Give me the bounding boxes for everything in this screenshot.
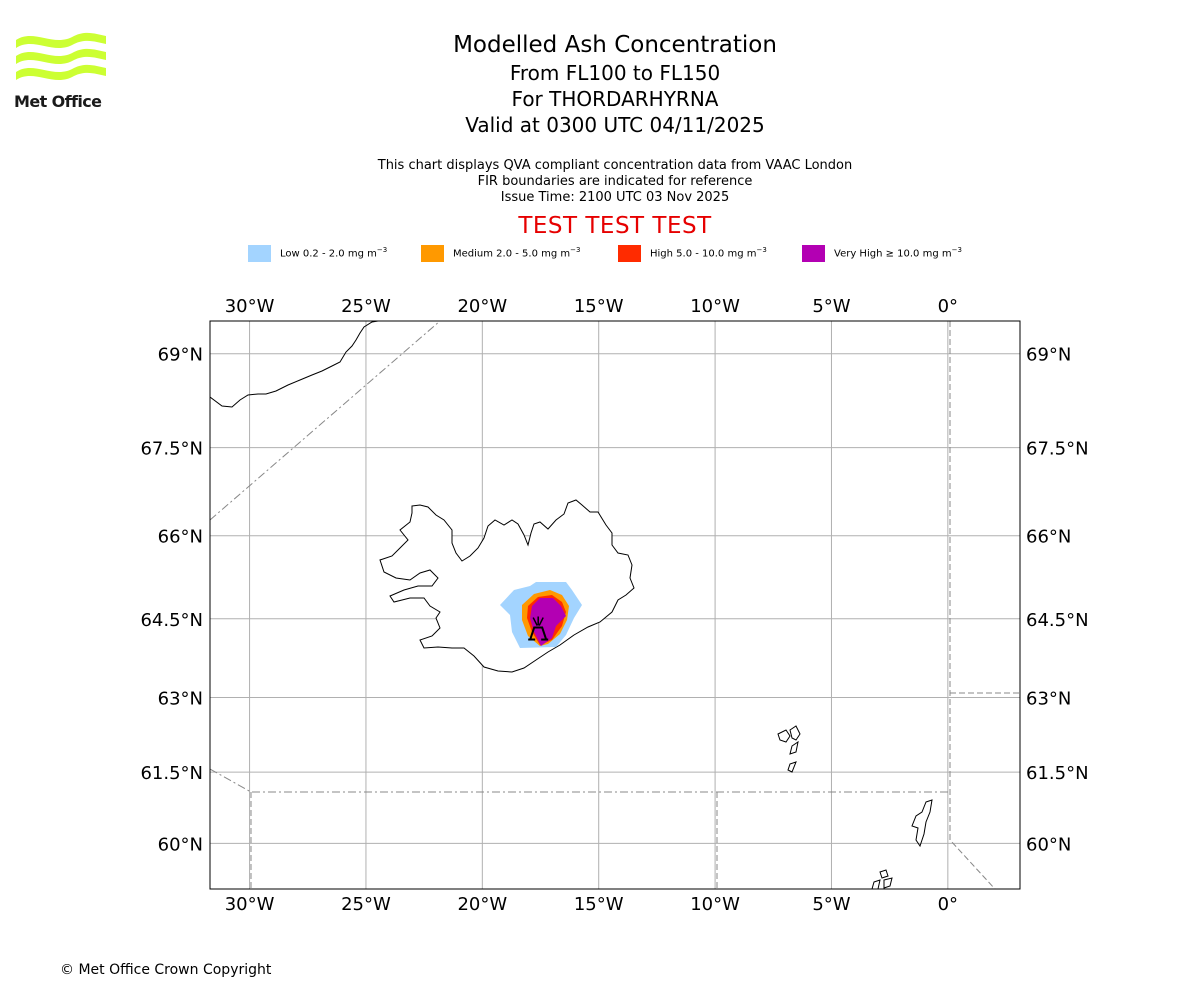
- lat-tick-label-left: 66°N: [158, 527, 203, 548]
- met-office-logo: Met Office: [14, 30, 108, 112]
- lat-tick-label-right: 61.5°N: [1026, 763, 1089, 784]
- legend-label-very-high: Very High ≥ 10.0 mg m: [834, 248, 952, 260]
- chart-notes: This chart displays QVA compliant concen…: [0, 158, 1200, 206]
- note-issue-time: Issue Time: 2100 UTC 03 Nov 2025: [500, 190, 730, 205]
- legend-label-medium: Medium 2.0 - 5.0 mg m: [453, 248, 571, 260]
- lat-tick-label-left: 69°N: [158, 345, 203, 366]
- greenland-coastline: [210, 321, 379, 408]
- volcano-icon: [528, 616, 549, 641]
- lat-tick-label-right: 69°N: [1026, 345, 1071, 366]
- legend-label-low: Low 0.2 - 2.0 mg m: [280, 248, 377, 260]
- valid-time: Valid at 0300 UTC 04/11/2025: [465, 113, 765, 137]
- flight-levels: From FL100 to FL150: [509, 61, 721, 85]
- map-features: [210, 321, 1020, 889]
- lat-tick-label-right: 63°N: [1026, 688, 1071, 709]
- lon-tick-label-top: 10°W: [690, 296, 740, 317]
- orkney-coastline: [871, 869, 893, 889]
- lat-tick-label-right: 67.5°N: [1026, 439, 1089, 460]
- lon-tick-label-bottom: 15°W: [574, 894, 624, 915]
- lon-tick-label-bottom: 30°W: [225, 894, 275, 915]
- lon-tick-label-bottom: 5°W: [812, 894, 850, 915]
- note-fir: FIR boundaries are indicated for referen…: [477, 174, 753, 189]
- met-office-waves-icon: [16, 32, 106, 80]
- ash-very-high: [530, 598, 566, 646]
- copyright-notice: © Met Office Crown Copyright: [60, 962, 272, 978]
- legend-swatch-medium: [421, 245, 444, 262]
- fir-boundary: [210, 321, 441, 521]
- legend-exp-medium: −3: [570, 246, 581, 254]
- lon-tick-label-top: 0°: [938, 296, 958, 317]
- lat-tick-label-left: 61.5°N: [140, 763, 203, 784]
- met-office-logo-text: Met Office: [14, 92, 102, 111]
- fir-boundary: [949, 321, 996, 889]
- faroe-islands-coastline: [777, 725, 801, 773]
- legend-swatch-low: [248, 245, 271, 262]
- legend-swatch-high: [618, 245, 641, 262]
- lon-tick-label-top: 5°W: [812, 296, 850, 317]
- lon-tick-label-top: 25°W: [341, 296, 391, 317]
- lat-tick-label-right: 66°N: [1026, 527, 1071, 548]
- lat-tick-label-left: 67.5°N: [140, 439, 203, 460]
- legend-exp-very-high: −3: [951, 246, 962, 254]
- shetland-coastline: [911, 799, 933, 848]
- lon-tick-label-top: 30°W: [225, 296, 275, 317]
- note-qva: This chart displays QVA compliant concen…: [377, 158, 853, 173]
- lon-tick-label-bottom: 20°W: [457, 894, 507, 915]
- lat-tick-label-left: 64.5°N: [140, 610, 203, 631]
- lat-tick-label-left: 63°N: [158, 688, 203, 709]
- chart-title: Modelled Ash Concentration: [453, 32, 777, 58]
- legend-label-high: High 5.0 - 10.0 mg m: [650, 248, 757, 260]
- lon-tick-label-top: 15°W: [574, 296, 624, 317]
- legend-swatch-very-high: [802, 245, 825, 262]
- lat-tick-label-right: 64.5°N: [1026, 610, 1089, 631]
- chart-title-block: Modelled Ash Concentration From FL100 to…: [0, 30, 1200, 138]
- lon-tick-label-bottom: 0°: [938, 894, 958, 915]
- tick-labels: 30°W 30°W 25°W 25°W 20°W 20°W 15°W 15°W 10°W 10°W…: [140, 296, 1088, 915]
- legend-exp-high: −3: [756, 246, 767, 254]
- lon-tick-label-bottom: 10°W: [690, 894, 740, 915]
- lon-tick-label-bottom: 25°W: [341, 894, 391, 915]
- lat-tick-label-left: 60°N: [158, 834, 203, 855]
- lon-tick-label-top: 20°W: [457, 296, 507, 317]
- iceland-coastline: [379, 499, 635, 673]
- legend-exp-low: −3: [376, 246, 388, 254]
- map-frame: [209, 320, 1021, 890]
- lat-tick-label-right: 60°N: [1026, 834, 1071, 855]
- test-banner: TEST TEST TEST: [518, 213, 712, 239]
- volcano-name: For THORDARHYRNA: [511, 87, 719, 111]
